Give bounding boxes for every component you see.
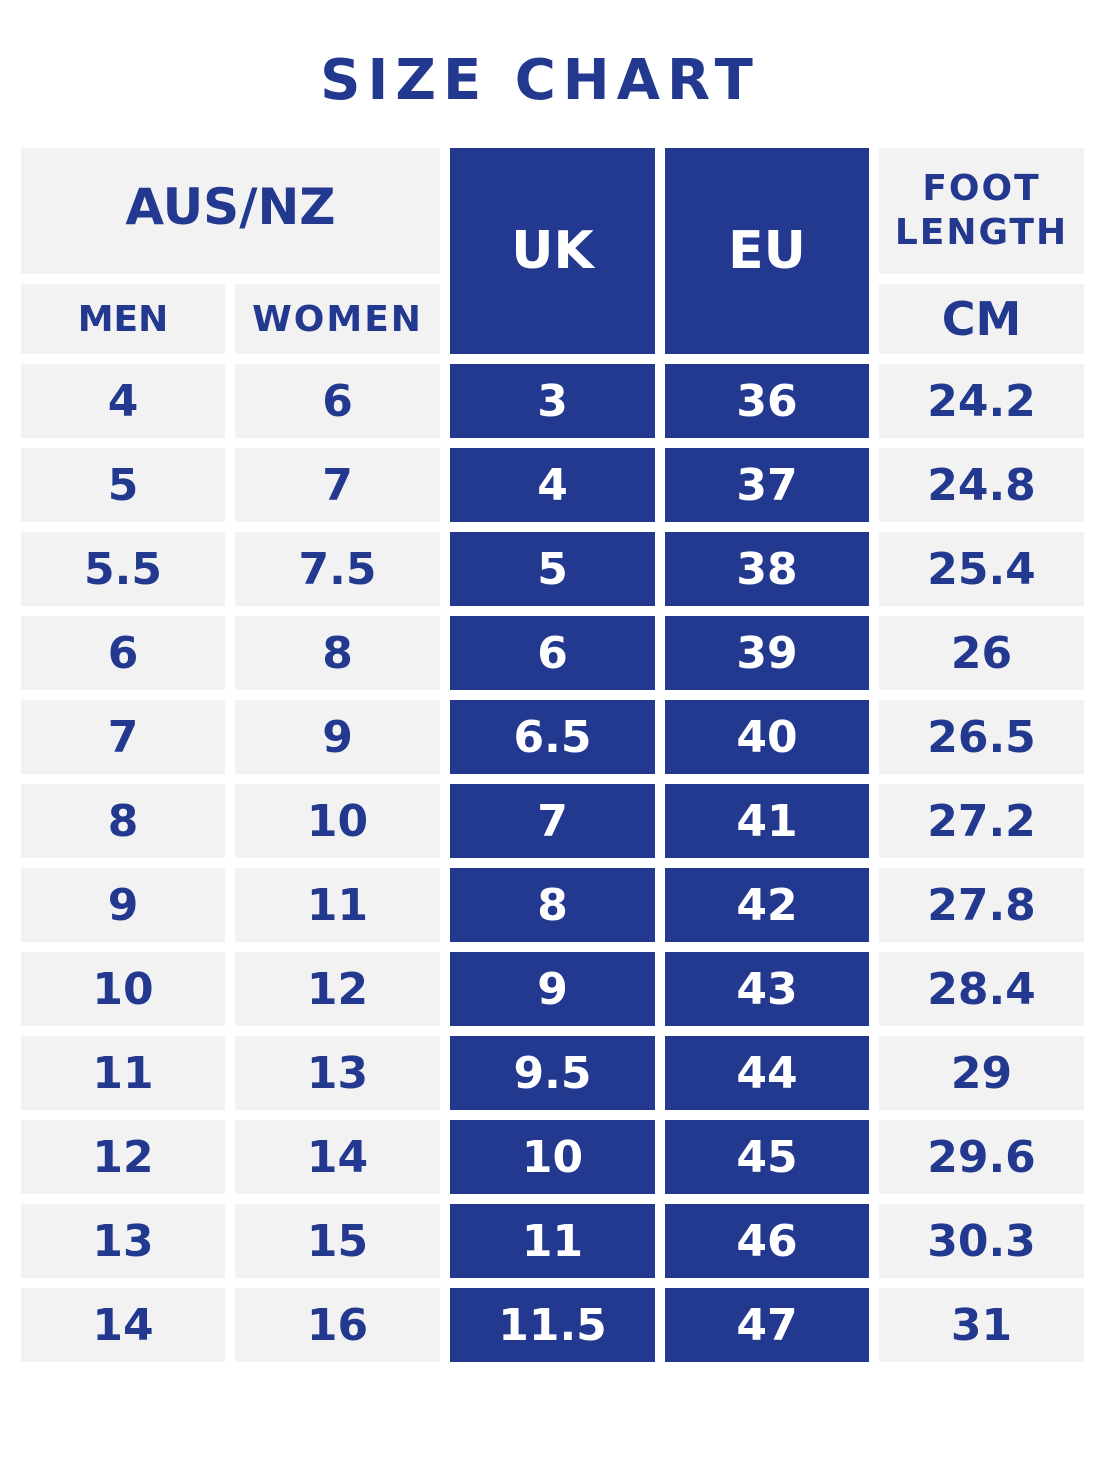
cell-uk: 11.5 [450,1288,655,1362]
cell-eu: 36 [665,364,869,438]
cell-men: 12 [21,1120,225,1194]
header-aus-nz: AUS/NZ [21,148,440,274]
cell-cm: 26.5 [879,700,1084,774]
cell-cm: 24.2 [879,364,1084,438]
cell-men: 14 [21,1288,225,1362]
cell-cm: 28.4 [879,952,1084,1026]
cell-eu: 41 [665,784,869,858]
cell-eu: 46 [665,1204,869,1278]
cell-women: 10 [235,784,440,858]
cell-eu: 47 [665,1288,869,1362]
cell-uk: 6 [450,616,655,690]
cell-cm: 29 [879,1036,1084,1110]
cell-women: 16 [235,1288,440,1362]
cell-uk: 11 [450,1204,655,1278]
cell-women: 15 [235,1204,440,1278]
cell-cm: 31 [879,1288,1084,1362]
cell-eu: 38 [665,532,869,606]
cell-cm: 26 [879,616,1084,690]
header-foot-line1: FOOT [922,168,1041,209]
cell-uk: 8 [450,868,655,942]
cell-women: 7 [235,448,440,522]
cell-women: 9 [235,700,440,774]
cell-eu: 40 [665,700,869,774]
cell-cm: 27.8 [879,868,1084,942]
cell-men: 4 [21,364,225,438]
cell-men: 6 [21,616,225,690]
cell-men: 13 [21,1204,225,1278]
cell-uk: 5 [450,532,655,606]
cell-men: 7 [21,700,225,774]
cell-men: 5.5 [21,532,225,606]
cell-women: 13 [235,1036,440,1110]
cell-women: 11 [235,868,440,942]
cell-uk: 4 [450,448,655,522]
cell-uk: 3 [450,364,655,438]
cell-women: 14 [235,1120,440,1194]
cell-cm: 30.3 [879,1204,1084,1278]
cell-uk: 9.5 [450,1036,655,1110]
cell-eu: 37 [665,448,869,522]
cell-eu: 42 [665,868,869,942]
cell-men: 5 [21,448,225,522]
cell-men: 10 [21,952,225,1026]
cell-men: 11 [21,1036,225,1110]
cell-eu: 45 [665,1120,869,1194]
cell-men: 8 [21,784,225,858]
cell-men: 9 [21,868,225,942]
cell-women: 8 [235,616,440,690]
cell-cm: 29.6 [879,1120,1084,1194]
cell-uk: 9 [450,952,655,1026]
header-eu: EU [665,148,869,354]
header-foot-line2: LENGTH [894,212,1069,253]
cell-uk: 10 [450,1120,655,1194]
cell-women: 12 [235,952,440,1026]
header-uk: UK [450,148,655,354]
cell-women: 7.5 [235,532,440,606]
cell-women: 6 [235,364,440,438]
page-title: SIZE CHART [320,48,760,113]
cell-cm: 25.4 [879,532,1084,606]
header-men: MEN [21,284,225,354]
cell-eu: 43 [665,952,869,1026]
cell-eu: 44 [665,1036,869,1110]
cell-cm: 27.2 [879,784,1084,858]
cell-eu: 39 [665,616,869,690]
cell-cm: 24.8 [879,448,1084,522]
header-women: WOMEN [235,284,440,354]
cell-uk: 6.5 [450,700,655,774]
cell-uk: 7 [450,784,655,858]
header-cm: CM [879,284,1084,354]
header-foot-length: FOOT LENGTH [879,148,1084,274]
